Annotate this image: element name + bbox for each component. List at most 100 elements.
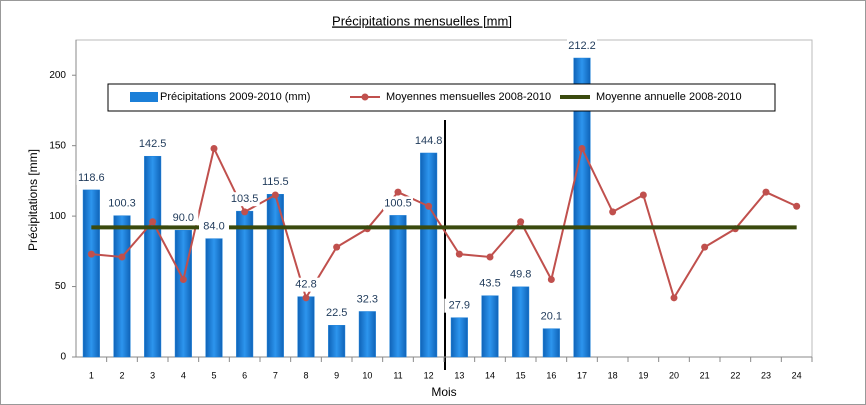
data-label: 27.9 — [449, 300, 470, 312]
bar — [389, 215, 407, 358]
point — [149, 218, 157, 226]
point — [302, 294, 310, 302]
label-bg — [291, 277, 321, 292]
label-bg — [413, 133, 444, 148]
x-tick-label: 16 — [546, 370, 556, 380]
data-label: 90.0 — [173, 212, 194, 224]
y-tick-label: 150 — [49, 140, 66, 151]
x-tick-label: 21 — [700, 370, 710, 380]
data-label: 103.5 — [231, 193, 259, 205]
label-bg — [475, 276, 505, 291]
label-bg — [137, 137, 168, 152]
label-bg — [260, 175, 291, 190]
x-axis-label: Mois — [431, 385, 456, 399]
bar — [328, 325, 346, 358]
y-axis-label: Précipitations [mm] — [26, 149, 40, 251]
bar — [512, 286, 530, 358]
y-tick-label: 0 — [60, 352, 66, 363]
point — [179, 276, 187, 284]
data-label: 32.3 — [357, 293, 378, 305]
y-tick-label: 100 — [49, 211, 66, 222]
point — [547, 276, 555, 284]
legend-label: Précipitations 2009-2010 (mm) — [160, 91, 310, 103]
data-label: 22.5 — [326, 307, 347, 319]
x-tick-label: 23 — [761, 370, 771, 380]
point — [455, 250, 463, 258]
x-tick-label: 3 — [150, 370, 155, 380]
y-tick-label: 200 — [49, 70, 66, 81]
chart-title: Précipitations mensuelles [mm] — [332, 13, 512, 28]
legend-label: Moyennes mensuelles 2008-2010 — [386, 91, 551, 103]
point — [762, 188, 770, 196]
x-tick-label: 7 — [273, 370, 278, 380]
label-bg — [567, 39, 597, 54]
bar — [481, 295, 499, 358]
x-tick-label: 13 — [454, 370, 464, 380]
data-label: 100.3 — [108, 198, 136, 210]
bar — [420, 152, 438, 358]
x-tick-label: 9 — [334, 370, 339, 380]
x-tick-label: 10 — [362, 370, 372, 380]
bar — [542, 328, 560, 358]
label-bg — [107, 196, 137, 211]
label-bg — [352, 292, 383, 307]
x-tick-label: 18 — [608, 370, 618, 380]
bar — [205, 238, 223, 358]
data-label: 212.2 — [568, 40, 596, 52]
point — [333, 243, 341, 251]
point — [639, 191, 647, 199]
legend — [107, 83, 776, 112]
x-tick-label: 2 — [119, 370, 124, 380]
label-bg — [444, 298, 475, 313]
bar — [236, 210, 254, 358]
bar — [174, 229, 192, 358]
point — [241, 208, 249, 216]
x-tick-label: 4 — [181, 370, 186, 380]
point — [578, 144, 586, 152]
label-bg — [229, 192, 260, 207]
point — [701, 243, 709, 251]
data-label: 84.0 — [203, 221, 224, 233]
x-tick-label: 24 — [792, 370, 802, 380]
data-label: 43.5 — [479, 278, 500, 290]
label-bg — [321, 306, 352, 321]
bar — [113, 215, 131, 358]
point — [271, 191, 279, 199]
x-tick-label: 17 — [577, 370, 587, 380]
data-label: 144.8 — [415, 135, 443, 147]
point — [486, 253, 494, 261]
point — [517, 218, 525, 226]
bar — [358, 311, 376, 358]
label-bg — [76, 170, 107, 185]
point — [210, 144, 218, 152]
x-tick-label: 22 — [730, 370, 740, 380]
x-tick-label: 5 — [211, 370, 216, 380]
legend-marker — [361, 93, 369, 101]
x-tick-label: 1 — [89, 370, 94, 380]
data-label: 115.5 — [262, 176, 289, 188]
bar — [144, 155, 162, 358]
legend-swatch — [130, 92, 158, 102]
x-tick-label: 15 — [516, 370, 526, 380]
x-tick-label: 20 — [669, 370, 679, 380]
bar — [297, 296, 315, 358]
data-label: 142.5 — [139, 138, 167, 150]
bar — [266, 194, 284, 358]
label-bg — [383, 196, 413, 211]
data-label: 100.5 — [384, 197, 412, 209]
point — [425, 202, 433, 210]
x-tick-label: 12 — [424, 370, 434, 380]
bar — [450, 317, 468, 358]
point — [118, 253, 126, 261]
bar — [82, 189, 100, 358]
label-bg — [168, 211, 199, 226]
x-tick-label: 14 — [485, 370, 495, 380]
data-label: 49.8 — [510, 269, 531, 281]
legend-label: Moyenne annuelle 2008-2010 — [596, 91, 742, 103]
label-bg — [505, 267, 536, 282]
data-label: 118.6 — [78, 172, 105, 184]
bar — [573, 57, 591, 358]
x-tick-label: 6 — [242, 370, 247, 380]
data-label: 42.8 — [295, 279, 316, 291]
